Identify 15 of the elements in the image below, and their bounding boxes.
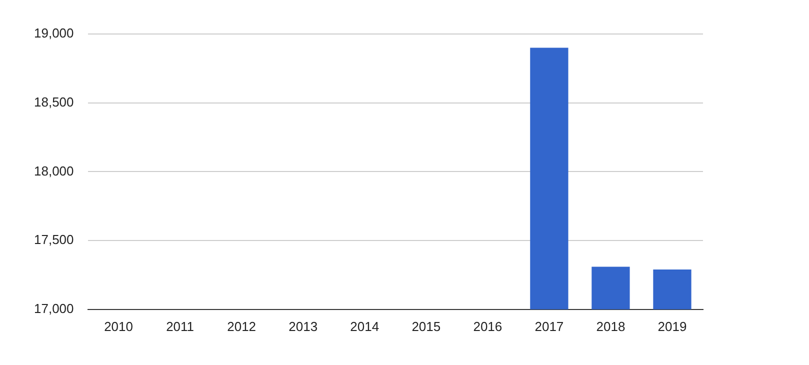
x-tick-label: 2015 [412, 318, 441, 334]
y-tick-label: 19,000 [34, 26, 74, 41]
x-tick-label: 2013 [288, 318, 318, 334]
y-tick-label: 17,000 [34, 300, 74, 316]
x-tick-label: 2012 [227, 318, 256, 334]
y-tick-label: 18,000 [34, 163, 74, 178]
y-tick-label: 17,500 [34, 232, 74, 248]
y-tick-label: 18,500 [34, 94, 74, 110]
x-tick-label: 2017 [534, 318, 564, 334]
x-tick-label: 2018 [596, 318, 626, 334]
x-tick-label: 2011 [166, 318, 194, 334]
x-tick-label: 2014 [350, 318, 380, 334]
x-tick-label: 2010 [104, 318, 133, 334]
x-tick-label: 2019 [658, 318, 687, 334]
x-tick-label: 2016 [473, 318, 502, 334]
